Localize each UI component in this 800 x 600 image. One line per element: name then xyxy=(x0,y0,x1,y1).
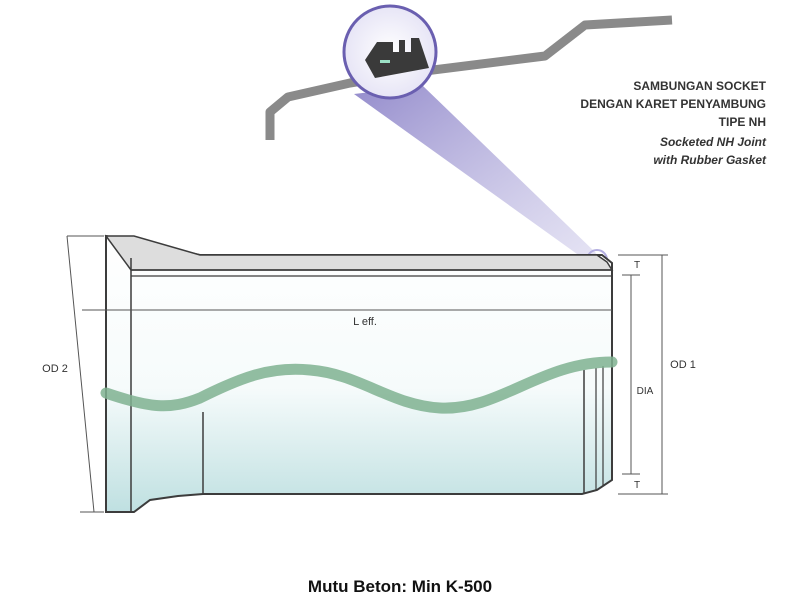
water-wave xyxy=(100,356,618,414)
t-bottom-label: T xyxy=(634,480,640,491)
pipe-body xyxy=(82,234,614,513)
dia-label: DIA xyxy=(637,386,654,397)
od2-dimension xyxy=(66,235,104,513)
right-dimensions xyxy=(618,254,668,495)
subtitle-line-2: with Rubber Gasket xyxy=(653,153,767,167)
od2-label: OD 2 xyxy=(42,363,68,375)
ground-profile xyxy=(265,15,673,140)
subtitle-line-1: Socketed NH Joint xyxy=(660,135,767,149)
joint-subtitle: Socketed NH Joint with Rubber Gasket xyxy=(653,135,767,167)
joint-title: SAMBUNGAN SOCKET DENGAN KARET PENYAMBUNG… xyxy=(580,79,766,129)
title-line-2: DENGAN KARET PENYAMBUNG xyxy=(580,97,766,111)
t-top-label: T xyxy=(634,260,640,271)
leff-label: L eff. xyxy=(353,316,377,328)
rubber-gasket-icon xyxy=(365,38,429,78)
title-line-3: TIPE NH xyxy=(719,115,766,129)
title-line-1: SAMBUNGAN SOCKET xyxy=(633,79,766,93)
concrete-grade-caption: Mutu Beton: Min K-500 xyxy=(307,577,493,596)
od1-label: OD 1 xyxy=(670,359,696,371)
magnifier-beam xyxy=(354,86,596,264)
